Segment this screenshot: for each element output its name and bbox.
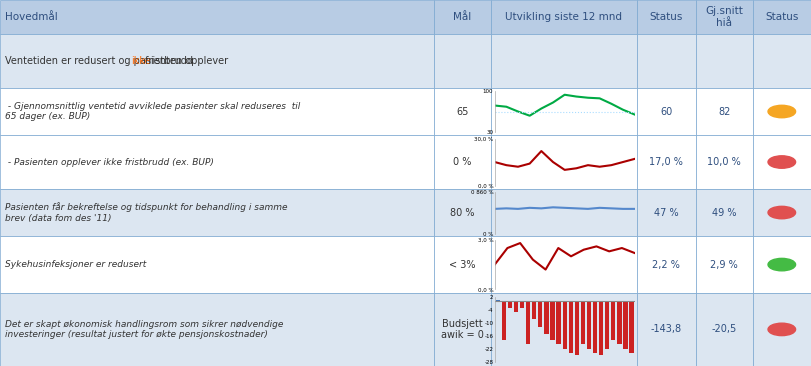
Bar (0, 0, 434, 34)
Text: 60: 60 (660, 107, 672, 116)
Bar (520, 302, 524, 308)
Bar (491, 0, 637, 34)
Bar (434, 34, 491, 88)
Text: Det er skapt økonomisk handlingsrom som sikrer nødvendige
investeringer (resulta: Det er skapt økonomisk handlingsrom som … (5, 320, 283, 339)
Text: -143,8: -143,8 (650, 324, 682, 335)
Bar (491, 293, 637, 366)
Text: 10,0 %: 10,0 % (707, 157, 741, 167)
Bar (532, 302, 536, 319)
Bar (753, 0, 811, 34)
Bar (434, 189, 491, 236)
Bar (434, 0, 491, 34)
Bar (624, 302, 628, 349)
Text: Utvikling siste 12 mnd: Utvikling siste 12 mnd (505, 12, 622, 22)
Bar (696, 0, 753, 34)
Bar (563, 302, 567, 349)
Circle shape (768, 206, 796, 219)
Bar (0, 236, 434, 293)
Text: 0 %: 0 % (453, 157, 471, 167)
Bar (696, 135, 753, 189)
Bar (696, 293, 753, 366)
Bar (637, 189, 696, 236)
Bar (753, 34, 811, 88)
Bar (502, 302, 506, 340)
Bar (496, 300, 500, 302)
Bar (434, 236, 491, 293)
Bar (696, 34, 753, 88)
Text: Pasienten får bekreftelse og tidspunkt for behandling i samme
brev (data fom des: Pasienten får bekreftelse og tidspunkt f… (5, 202, 287, 223)
Bar (696, 88, 753, 135)
Bar (491, 189, 637, 236)
Bar (593, 302, 597, 353)
Bar (611, 302, 616, 340)
Bar (508, 302, 512, 308)
Bar (637, 88, 696, 135)
Bar (544, 302, 548, 334)
Text: Status: Status (765, 12, 799, 22)
Bar (491, 236, 637, 293)
Text: Status: Status (650, 12, 683, 22)
Bar (629, 302, 633, 353)
Bar (605, 302, 609, 349)
Text: 2,9 %: 2,9 % (710, 259, 738, 270)
Bar (556, 302, 560, 344)
Bar (637, 34, 696, 88)
Text: Hovedmål: Hovedmål (5, 12, 58, 22)
Bar (575, 302, 579, 355)
Text: fristbrudd: fristbrudd (142, 56, 193, 66)
Bar (514, 302, 518, 312)
Text: 17,0 %: 17,0 % (650, 157, 683, 167)
Circle shape (768, 323, 796, 336)
Bar (753, 236, 811, 293)
Bar (0, 293, 434, 366)
Text: Gj.snitt
hiå: Gj.snitt hiå (706, 6, 743, 28)
Bar (434, 293, 491, 366)
Bar (696, 236, 753, 293)
Text: - Pasienten opplever ikke fristbrudd (ex. BUP): - Pasienten opplever ikke fristbrudd (ex… (5, 157, 214, 167)
Bar (587, 302, 591, 349)
Bar (637, 0, 696, 34)
Text: 80 %: 80 % (450, 208, 474, 217)
Text: Ventetiden er redusert og pasienten opplever: Ventetiden er redusert og pasienten oppl… (5, 56, 231, 66)
Bar (0, 135, 434, 189)
Text: Budsjett
awik = 0: Budsjett awik = 0 (441, 318, 483, 340)
Text: 82: 82 (718, 107, 731, 116)
Circle shape (768, 156, 796, 168)
Text: 65: 65 (456, 107, 469, 116)
Circle shape (768, 105, 796, 118)
Text: 2,2 %: 2,2 % (652, 259, 680, 270)
Text: -20,5: -20,5 (711, 324, 737, 335)
Bar (491, 88, 637, 135)
Text: ikke: ikke (131, 56, 150, 66)
Bar (753, 135, 811, 189)
Text: - Gjennomsnittlig ventetid avviklede pasienter skal reduseres  til
65 dager (ex.: - Gjennomsnittlig ventetid avviklede pas… (5, 102, 300, 121)
Bar (581, 302, 585, 344)
Bar (599, 302, 603, 355)
Bar (0, 34, 434, 88)
Bar (753, 189, 811, 236)
Text: < 3%: < 3% (449, 259, 475, 270)
Bar (551, 302, 555, 340)
Bar (753, 293, 811, 366)
Text: Mål: Mål (453, 12, 471, 22)
Circle shape (768, 258, 796, 271)
Text: 47 %: 47 % (654, 208, 679, 217)
Bar (0, 88, 434, 135)
Bar (637, 236, 696, 293)
Bar (637, 293, 696, 366)
Bar (637, 135, 696, 189)
Text: Sykehusinfeksjoner er redusert: Sykehusinfeksjoner er redusert (5, 260, 146, 269)
Bar (0, 189, 434, 236)
Bar (696, 189, 753, 236)
Bar (491, 34, 637, 88)
Bar (491, 135, 637, 189)
Bar (569, 302, 573, 353)
Text: 49 %: 49 % (712, 208, 736, 217)
Bar (753, 88, 811, 135)
Bar (434, 88, 491, 135)
Bar (526, 302, 530, 344)
Bar (434, 135, 491, 189)
Bar (539, 302, 543, 327)
Bar (617, 302, 621, 344)
